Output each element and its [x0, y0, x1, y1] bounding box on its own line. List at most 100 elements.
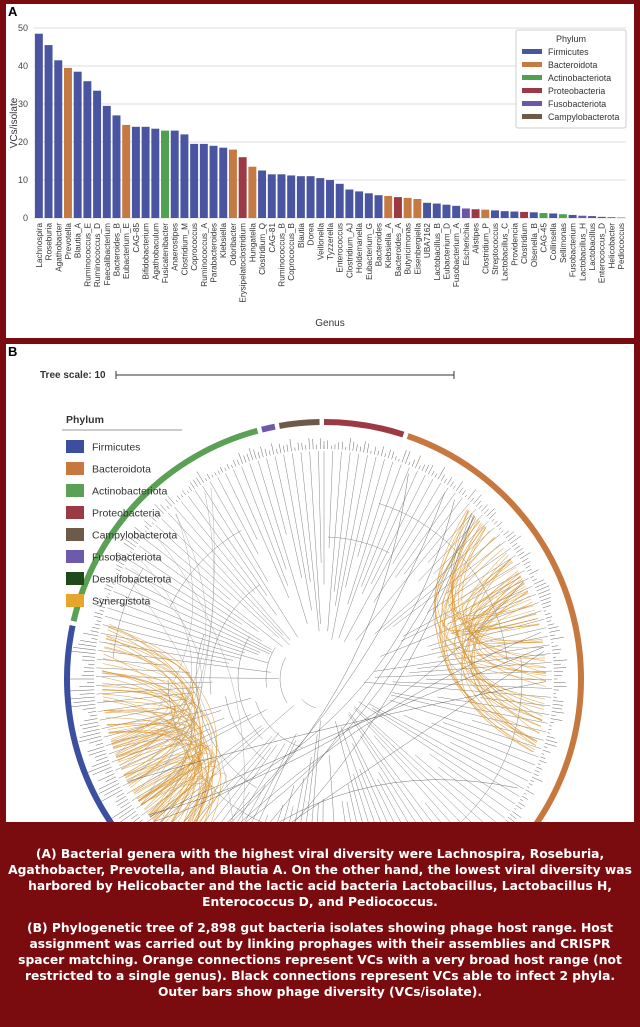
- bar-coprococcus_b: [287, 175, 296, 218]
- diversity-bar: [87, 746, 105, 753]
- diversity-bar: [519, 798, 524, 802]
- host-range-link: [116, 743, 215, 840]
- x-tick-label: Hungatella: [248, 223, 257, 263]
- host-range-link: [112, 739, 215, 844]
- x-tick-label: Klebsiella_A: [384, 222, 393, 268]
- legend-b-label: Proteobacteria: [92, 508, 160, 520]
- host-range-link: [443, 548, 546, 659]
- diversity-bar: [129, 551, 132, 553]
- diversity-bar: [405, 451, 411, 464]
- host-range-link: [104, 709, 203, 826]
- diversity-bar: [536, 585, 550, 592]
- tree-branch: [292, 453, 311, 583]
- diversity-bar: [359, 446, 362, 452]
- diversity-bar: [541, 753, 545, 755]
- diversity-bar: [264, 448, 268, 457]
- legend-b-swatch: [66, 594, 84, 607]
- diversity-bar: [211, 474, 214, 478]
- host-range-link: [439, 523, 535, 750]
- diversity-bar: [246, 453, 250, 462]
- tree-branch: [100, 632, 234, 661]
- x-tick-label: Escherichia: [462, 223, 471, 266]
- tree-node-arc: [209, 584, 261, 695]
- diversity-bar: [144, 525, 150, 530]
- diversity-bar: [114, 554, 127, 563]
- tree-branch: [354, 708, 488, 839]
- bar-ruminococcus_d: [93, 90, 102, 218]
- diversity-bar: [514, 808, 517, 810]
- x-tick-label: Roseburia: [45, 223, 54, 261]
- diversity-bar: [503, 530, 510, 536]
- bar-helicobacter: [607, 217, 616, 218]
- host-range-link: [108, 626, 194, 762]
- x-tick-label: Eubacterium_E: [122, 222, 131, 279]
- host-range-link: [102, 672, 217, 844]
- diversity-bar: [408, 461, 411, 466]
- diversity-bar: [550, 718, 563, 721]
- diversity-bar: [542, 749, 551, 753]
- legend-a-swatch: [522, 101, 542, 106]
- bar-clostridium: [520, 211, 529, 218]
- host-range-link: [131, 567, 202, 794]
- legend-b-title: Phylum: [66, 414, 104, 426]
- diversity-bar: [493, 520, 498, 525]
- x-tick-label: Lachnospira: [35, 223, 44, 268]
- tree-branch: [347, 727, 425, 885]
- diversity-bar: [80, 640, 97, 644]
- host-range-link: [101, 682, 180, 788]
- x-tick-label: Lactobacillus: [588, 223, 597, 270]
- host-range-link: [102, 699, 204, 853]
- host-range-link: [435, 511, 536, 746]
- tree-branch: [309, 451, 321, 625]
- diversity-bar: [540, 597, 551, 602]
- diversity-bar: [546, 620, 552, 623]
- tree-branch: [431, 722, 536, 766]
- tree-branch: [241, 466, 288, 586]
- bar-eubacterium_e: [122, 124, 131, 218]
- host-range-link: [447, 526, 540, 628]
- tree-branch: [347, 461, 394, 605]
- x-tick-label: Holdemanella: [355, 223, 364, 274]
- diversity-bar: [69, 696, 95, 700]
- x-tick-label: Lactobacillus_H: [578, 223, 587, 281]
- diversity-bar: [549, 634, 556, 637]
- diversity-bar: [434, 473, 437, 478]
- diversity-bar: [192, 479, 198, 487]
- bar-agathobacter: [54, 60, 63, 218]
- diversity-bar: [391, 451, 395, 460]
- tree-branch: [403, 627, 547, 661]
- x-tick-label: Fusobacterium_A: [452, 222, 461, 287]
- x-tick-label: Olsenella_B: [530, 222, 539, 267]
- diversity-bar: [373, 446, 377, 455]
- tree-branch: [331, 455, 368, 640]
- y-tick-label: 20: [18, 137, 28, 147]
- diversity-bar: [115, 568, 121, 572]
- tree-branch: [427, 508, 477, 563]
- host-range-link: [101, 676, 209, 851]
- tree-node-arc: [301, 698, 316, 709]
- diversity-bar: [117, 552, 129, 560]
- host-range-link: [128, 753, 212, 822]
- tree-branch: [99, 641, 230, 664]
- diversity-bar: [100, 598, 108, 602]
- diversity-bar: [544, 612, 551, 616]
- diversity-bar: [514, 545, 521, 550]
- diversity-bar: [126, 553, 130, 556]
- diversity-bar: [552, 652, 560, 655]
- diversity-bar: [82, 725, 99, 730]
- diversity-bar: [456, 481, 463, 491]
- bar-sellimonas: [558, 214, 567, 218]
- x-tick-label: Providencia: [510, 223, 519, 266]
- tree-art: [64, 419, 584, 939]
- diversity-bar: [443, 478, 447, 484]
- tree-branch: [138, 545, 259, 632]
- host-range-link: [106, 723, 190, 827]
- diversity-bar: [551, 645, 558, 647]
- diversity-bar: [166, 505, 170, 510]
- host-range-link: [452, 519, 546, 662]
- tree-node-arc: [225, 696, 265, 760]
- host-range-link: [106, 635, 199, 776]
- diversity-bar: [205, 478, 208, 482]
- host-range-link: [150, 772, 227, 848]
- diversity-bar: [498, 527, 502, 530]
